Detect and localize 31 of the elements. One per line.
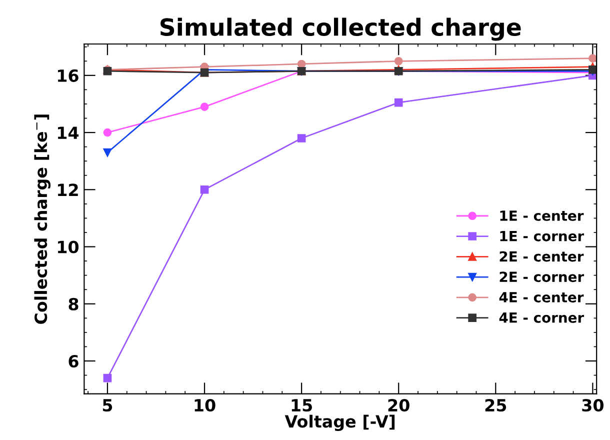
x-tick-label: 15 (292, 399, 312, 412)
point (103, 128, 112, 137)
x-tick-label: 10 (194, 398, 216, 412)
chart-title: Simulated collected charge (160, 18, 521, 41)
y-tick-label: 10 (58, 240, 79, 254)
point (103, 374, 112, 382)
y-axis-title: Collected charge [ke$^{−}$] (34, 114, 50, 324)
point (297, 134, 306, 142)
legend-label: 1E - corner (500, 231, 584, 242)
legend-label: 2E - center (500, 251, 584, 262)
point (200, 185, 209, 194)
y-tick-label: 16 (58, 69, 78, 82)
point (200, 102, 209, 111)
legend-label: 4E - center (499, 292, 584, 302)
y-tick-label: 8 (68, 298, 78, 310)
y-tick-label: 14 (58, 126, 79, 139)
point (588, 66, 597, 74)
y-tick-label: 12 (58, 184, 78, 196)
x-tick-label: 5 (102, 399, 112, 412)
x-axis-title: Voltage [-V] (284, 414, 395, 432)
point (394, 56, 403, 66)
legend-label: 2E - corner (500, 272, 584, 282)
point (588, 54, 597, 62)
legend-label: 1E - center (500, 210, 584, 221)
point (103, 148, 112, 157)
legend-label: 4E - corner (499, 312, 584, 323)
x-tick-label: 20 (388, 398, 410, 412)
y-tick-label: 6 (68, 354, 78, 368)
point (394, 98, 403, 107)
x-tick-label: 30 (582, 398, 604, 412)
x-tick-label: 25 (485, 398, 506, 412)
